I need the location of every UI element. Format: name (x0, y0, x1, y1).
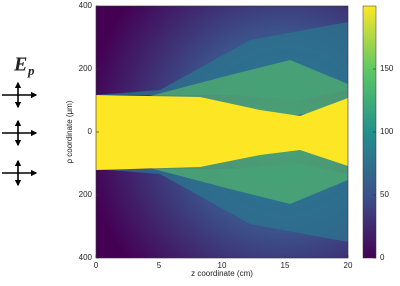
x-tick-label: 5 (157, 261, 162, 270)
x-tick-label: 20 (344, 261, 353, 270)
y-tick-label: 0 (88, 127, 93, 136)
y-tick-label: 200 (79, 190, 93, 199)
field-subscript: p (27, 63, 35, 78)
y-tick-label: 400 (79, 253, 93, 262)
y-tick-label: 400 (79, 1, 93, 10)
colorbar-tick-label: 0 (380, 253, 385, 262)
polarization-arrows (2, 81, 38, 187)
x-tick-label: 0 (94, 261, 99, 270)
colorbar-tick-label: 50 (380, 190, 389, 199)
x-tick-label: 15 (281, 261, 290, 270)
y-axis-label: ρ coordinate (μm) (65, 100, 74, 163)
y-tick-label: 200 (79, 64, 93, 73)
colorbar-tick-label: 100 (380, 127, 394, 136)
heatmap-field (96, 6, 348, 258)
field-symbol: E (13, 54, 27, 76)
x-tick-label: 10 (218, 261, 227, 270)
colorbar-tick-label: 150 (380, 64, 394, 73)
field-core (96, 95, 348, 170)
x-axis-label: z coordinate (cm) (191, 269, 253, 278)
